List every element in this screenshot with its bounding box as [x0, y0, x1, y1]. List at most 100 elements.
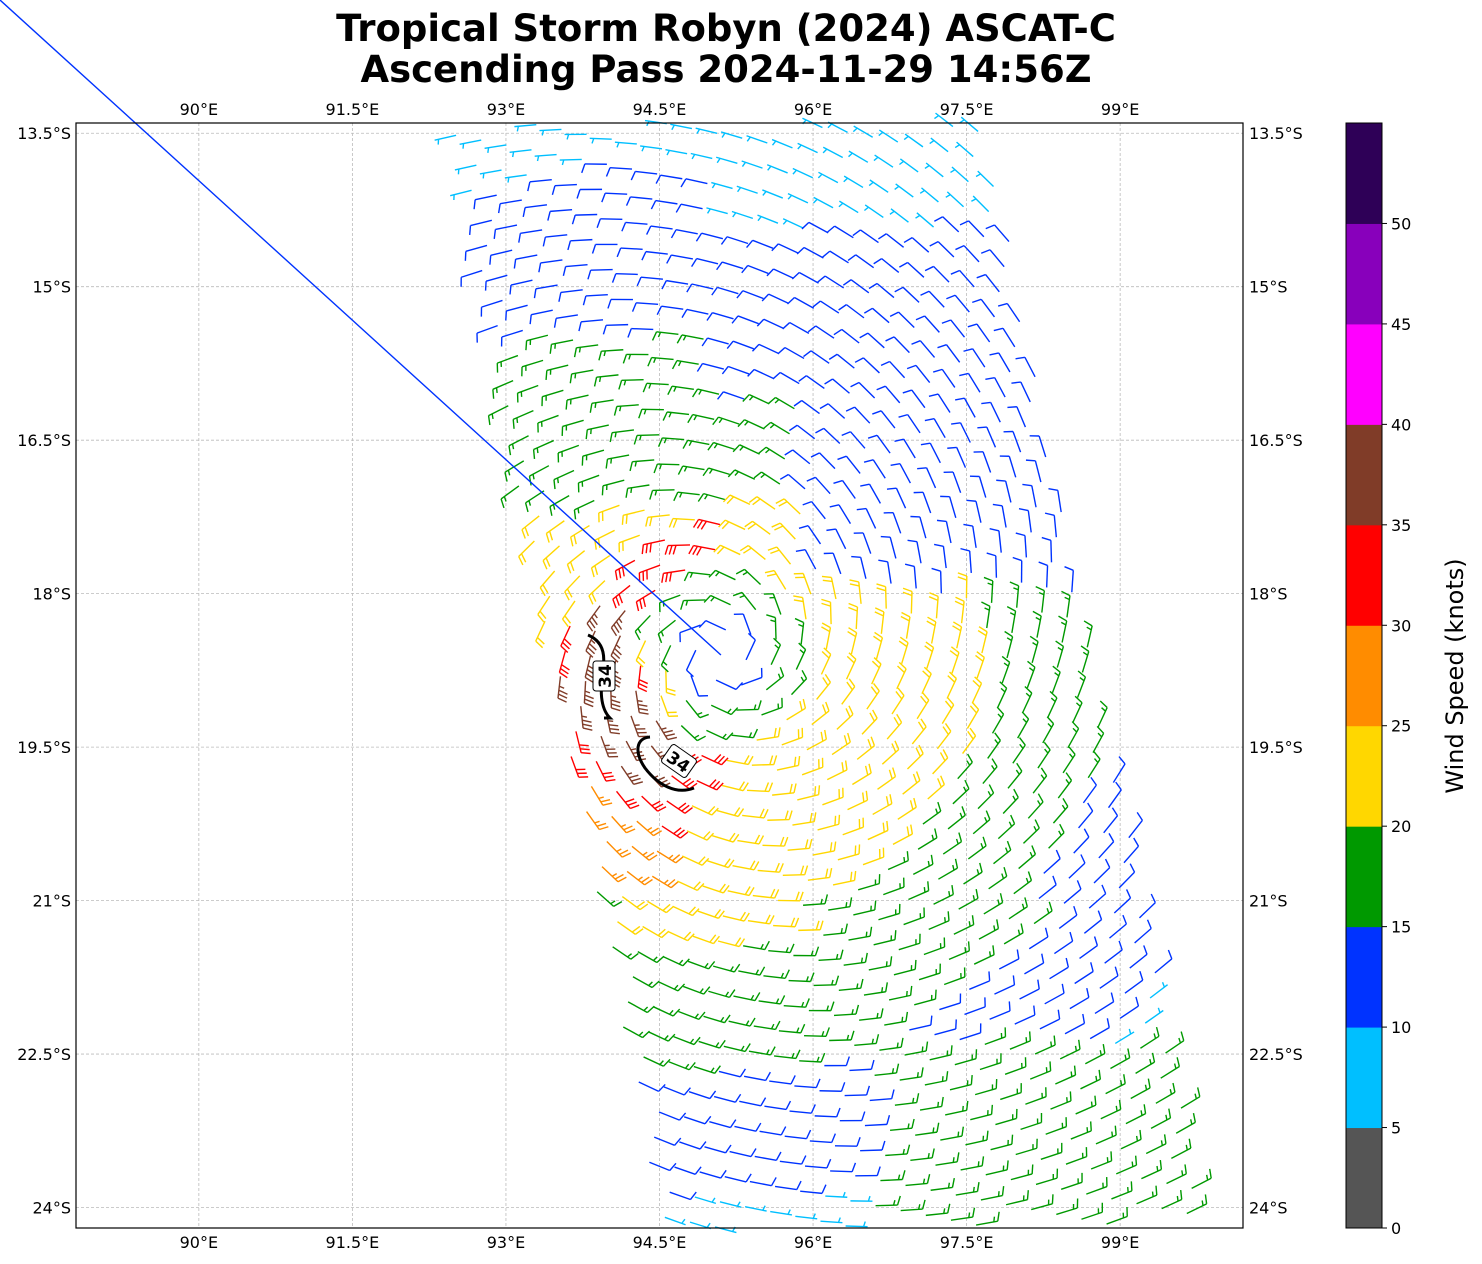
barb-half-tick	[997, 713, 1003, 719]
barb-full-tick	[886, 820, 889, 831]
barb-full-tick	[696, 363, 704, 372]
barb-full-tick	[834, 815, 837, 826]
barb-half-tick	[1029, 851, 1033, 858]
wind-barb	[787, 192, 809, 204]
barb-shaft	[510, 279, 533, 286]
wind-barb	[1011, 381, 1031, 403]
barb-full-tick	[641, 251, 647, 261]
wind-barb	[795, 1213, 818, 1220]
wind-barb	[743, 940, 770, 951]
wind-barb	[917, 467, 937, 489]
barb-full-tick	[927, 881, 930, 891]
barb-full-tick	[1099, 700, 1108, 709]
wind-barb	[660, 695, 679, 717]
wind-barb	[838, 304, 865, 319]
barb-full-tick	[709, 1090, 717, 1100]
barb-shaft	[773, 268, 794, 279]
barb-half-tick	[831, 979, 834, 986]
barb-shaft	[660, 174, 683, 180]
wind-barb	[748, 496, 776, 510]
wind-barb	[707, 441, 735, 451]
wind-barb	[788, 972, 815, 983]
wind-barb	[635, 690, 649, 715]
barb-half-tick	[755, 969, 760, 975]
barb-half-tick	[618, 617, 623, 624]
barb-shaft	[925, 467, 937, 489]
barb-half-tick	[923, 887, 926, 893]
barb-full-tick	[1008, 1001, 1011, 1011]
wind-barb	[726, 340, 755, 350]
wind-barb	[1080, 1069, 1102, 1090]
barb-full-tick	[605, 167, 611, 177]
barb-full-tick	[636, 901, 645, 908]
barb-full-tick	[673, 491, 679, 502]
barb-full-tick	[721, 757, 729, 766]
barb-half-tick	[957, 1131, 960, 1137]
wind-barb	[668, 517, 695, 528]
barb-full-tick	[585, 650, 594, 658]
wind-barb	[716, 156, 738, 164]
barb-full-tick	[978, 626, 988, 633]
barb-half-tick	[462, 143, 465, 149]
barb-full-tick	[564, 615, 572, 624]
barb-full-tick	[775, 1151, 782, 1161]
wind-barb	[777, 891, 804, 902]
barb-full-tick	[729, 1119, 737, 1128]
wind-barb	[677, 465, 705, 475]
wind-barb	[595, 760, 616, 782]
barb-half-tick	[846, 1034, 850, 1041]
barb-full-tick	[779, 836, 785, 847]
barb-shaft	[690, 675, 700, 697]
wind-barb	[1005, 1190, 1029, 1206]
wind-barb	[952, 621, 963, 649]
barb-shaft	[1031, 485, 1037, 508]
wind-barb	[856, 736, 876, 760]
wind-barb	[829, 1030, 855, 1042]
barb-full-tick	[946, 294, 956, 300]
wind-barb	[933, 543, 947, 569]
barb-shaft	[907, 414, 921, 434]
wind-barb	[811, 701, 830, 726]
wind-barb	[964, 997, 986, 1016]
barb-full-tick	[524, 502, 529, 513]
wind-barb	[1097, 700, 1108, 728]
barb-full-tick	[779, 473, 789, 480]
barb-full-tick	[963, 523, 973, 527]
barb-full-tick	[529, 314, 532, 325]
wind-barb	[940, 495, 957, 519]
barb-shaft	[717, 286, 739, 295]
barb-shaft	[924, 315, 940, 333]
barb-full-tick	[1006, 606, 1016, 612]
wind-barb	[841, 431, 866, 449]
barb-half-tick	[1194, 1093, 1198, 1099]
barb-full-tick	[769, 755, 774, 765]
wind-barb	[538, 259, 563, 273]
barb-full-tick	[1003, 866, 1008, 877]
wind-barb	[777, 346, 805, 360]
barb-full-tick	[670, 881, 679, 889]
barb-half-tick	[984, 816, 988, 823]
barb-full-tick	[765, 1071, 771, 1081]
barb-full-tick	[910, 824, 914, 835]
barb-full-tick	[746, 239, 754, 249]
lat-tick-label-right: 19.5°S	[1249, 738, 1303, 757]
barb-full-tick	[718, 519, 726, 528]
wind-barb	[1052, 797, 1069, 824]
barb-full-tick	[977, 629, 987, 637]
barb-shaft	[941, 368, 956, 388]
barb-half-tick	[896, 1042, 899, 1048]
barb-full-tick	[905, 1011, 909, 1022]
barb-full-tick	[767, 396, 776, 405]
barb-half-tick	[750, 994, 755, 1001]
wind-barb	[963, 348, 986, 368]
barb-full-tick	[1022, 483, 1032, 487]
barb-full-tick	[689, 1191, 697, 1200]
barb-shaft	[1099, 975, 1119, 989]
wind-barb	[670, 228, 698, 239]
barb-full-tick	[692, 545, 699, 555]
barb-full-tick	[1077, 670, 1086, 678]
wind-barb	[919, 1096, 944, 1111]
barb-shaft	[969, 980, 990, 990]
barb-shaft	[481, 299, 503, 308]
barb-shaft	[792, 449, 811, 465]
